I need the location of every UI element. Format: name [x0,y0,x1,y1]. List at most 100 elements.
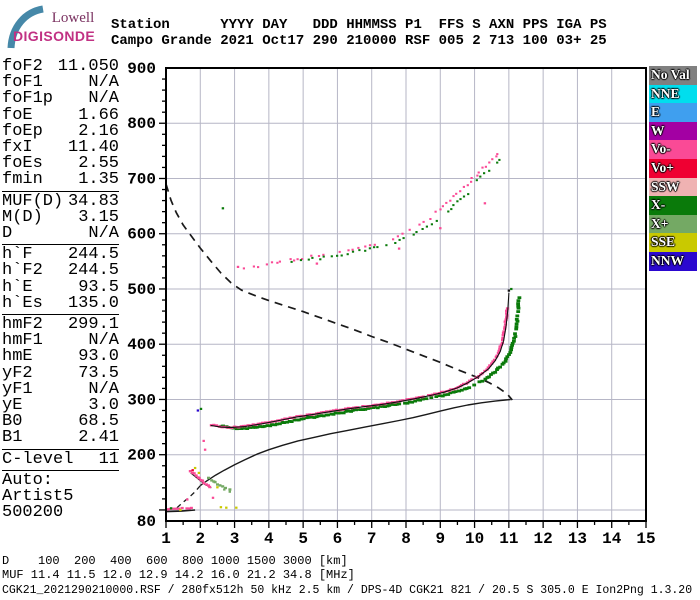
parameter-label: fmin [2,170,43,190]
logo-digisonde-text: DIGISONDE [13,28,96,44]
parameter-value: 11.050 [57,57,119,76]
logo-lowell-text: Lowell [51,10,95,26]
legend-item-x: X- [649,196,697,215]
legend-item-w: W [649,121,697,141]
parameter-row: MUF(D) 34.83 [2,191,119,211]
parameter-row: foEp 2.16 [2,121,119,141]
parameter-value: 34.83 [67,191,119,211]
parameter-row: Auto: [2,470,119,490]
y-tick-label: 900 [127,60,156,78]
parameter-label: 500200 [2,503,64,523]
parameter-row: foF2 11.050 [2,57,119,76]
series-second-hop-x [290,158,501,263]
parameter-label: D [2,224,13,244]
parameter-row: foEs 2.55 [2,155,119,172]
y-tick-label: 500 [127,281,156,299]
parameter-row: hmF1 N/A [2,331,119,351]
parameter-value: N/A [88,331,119,351]
parameter-row: D N/A [2,224,119,244]
series-electron-density-profile [199,398,511,487]
x-tick-label: 15 [636,530,655,548]
series-es-trace-x [207,476,232,491]
parameter-value: 3.0 [88,396,119,416]
parameter-row: foE 1.66 [2,105,119,125]
parameter-value: 11 [98,449,119,469]
grid-lines [166,68,646,521]
scaled-parameters-panel: foF2 11.050 foF1 N/A foF1p N/A foE 1.66 foEp 2.16… [2,57,119,523]
distance-row: D 100 200 400 600 800 1000 1500 3000 [km… [2,554,348,568]
legend-item-vo: Vo+ [649,158,697,178]
parameter-row: B1 2.41 [2,428,119,448]
parameter-label: MUF(D) [2,191,64,211]
x-tick-label: 9 [435,530,445,548]
parameter-row: h`F2 244.5 [2,262,119,279]
parameter-row: B0 68.5 [2,412,119,432]
parameter-label: h`Es [2,293,43,313]
parameter-value: 2.16 [78,121,119,141]
x-tick-label: 10 [465,530,484,548]
series-f-trace-x [219,296,522,431]
parameter-label: foE [2,105,33,125]
file-info-line: CGK21_2021290210000.RSF / 280fx512h 50 k… [2,584,693,597]
series-profile-valley-dashed [176,485,201,509]
parameter-value: 93.5 [78,277,119,297]
parameter-value: N/A [88,73,119,93]
y-tick-label: 200 [127,447,156,465]
parameter-label: foF1p [2,89,54,109]
parameter-value: 93.0 [78,347,119,367]
legend-item-sse: SSE [649,233,697,252]
y-tick-label: 700 [127,170,156,188]
parameter-row: yF1 N/A [2,379,119,399]
x-tick-label: 8 [401,530,411,548]
legend-item-nnw: NNW [649,251,697,271]
x-tick-label: 3 [230,530,240,548]
scattered-echo-specks [169,202,513,512]
header-field-values: Campo Grande 2021 Oct17 290 210000 RSF 0… [111,33,607,49]
y-tick-label: 600 [127,226,156,244]
legend-item-x: X+ [649,214,697,234]
parameter-value: 244.5 [67,245,119,265]
parameter-value: 11.40 [67,138,119,158]
logo-arc-icon [7,5,44,49]
x-tick-label: 2 [195,530,205,548]
parameter-row: h`Es 135.0 [2,293,119,313]
x-tick-label: 14 [602,530,622,548]
legend-item-nne: NNE [649,84,697,104]
echo-color-legend: No Val NNE E W Vo- Vo+ SSW X- X+ SSE NNW [649,66,697,271]
parameter-row: M(D) 3.15 [2,207,119,227]
parameter-row: hmE 93.0 [2,347,119,367]
parameter-label: foEp [2,121,43,141]
parameter-label: C-level [2,449,74,469]
parameter-row: 500200 [2,503,119,523]
header-field-labels: Station YYYY DAY DDD HHMMSS P1 FFS S AXN… [111,17,607,33]
parameter-row: fxI 11.40 [2,138,119,158]
x-tick-label: 6 [333,530,343,548]
digisonde-logo: Lowell DIGISONDE [6,5,118,49]
y-tick-label: 80 [137,513,156,531]
parameter-row: foF1p N/A [2,89,119,109]
y-tick-label: 300 [127,391,156,409]
parameter-label: hmF1 [2,331,43,351]
parameter-row: C-level 11 [2,449,119,469]
parameter-label: hmE [2,347,33,367]
parameter-value: N/A [88,379,119,399]
muf-row: MUF 11.4 11.5 12.0 12.9 14.2 16.0 21.2 3… [2,568,355,582]
parameter-label: foF2 [2,57,43,76]
parameter-label: hmF2 [2,315,43,335]
parameter-value: 3.15 [78,207,119,227]
parameter-value: 68.5 [78,412,119,432]
parameter-row: h`E 93.5 [2,277,119,297]
plot-border [165,67,647,522]
parameter-group: C-level 11 [2,448,119,470]
parameter-value: 2.41 [78,428,119,448]
parameter-row: yE 3.0 [2,396,119,416]
parameter-row: Artist5 [2,488,119,505]
legend-item-vo: Vo- [649,140,697,159]
parameter-label: Auto: [2,470,54,490]
parameter-value: N/A [88,224,119,244]
axis-ticks [159,78,647,528]
x-tick-label: 4 [264,530,274,548]
series-dashed-overlay-curve [166,183,513,401]
parameter-label: yF2 [2,363,33,383]
